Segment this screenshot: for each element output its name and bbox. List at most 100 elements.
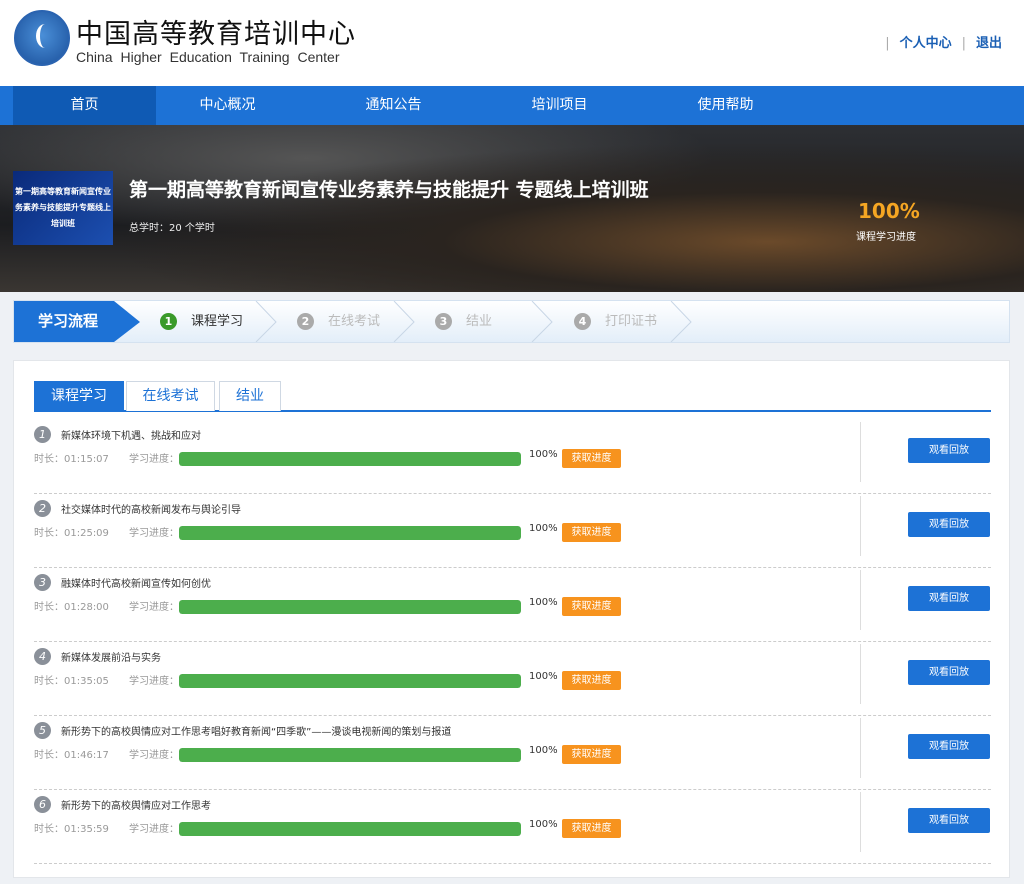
progress-bar bbox=[179, 452, 521, 466]
divider bbox=[860, 644, 861, 704]
chevron-right-icon bbox=[255, 301, 277, 342]
step-certificate[interactable]: 4 打印证书 bbox=[574, 301, 657, 342]
course-number: 4 bbox=[34, 648, 51, 665]
watch-replay-button[interactable]: 观看回放 bbox=[908, 438, 990, 463]
course-duration: 时长：01:35:59 bbox=[34, 824, 109, 835]
step-label: 结业 bbox=[466, 314, 493, 329]
divider bbox=[860, 496, 861, 556]
main-nav: 首页 中心概况 通知公告 培训项目 使用帮助 bbox=[0, 86, 1024, 125]
learning-process: 学习流程 1 课程学习 2 在线考试 3 结业 4 打印证书 bbox=[13, 300, 1010, 343]
chevron-right-icon bbox=[393, 301, 415, 342]
progress-fill bbox=[179, 748, 521, 762]
progress-label: 学习进度： bbox=[129, 602, 179, 613]
course-item-title: 新形势下的高校舆情应对工作思考 bbox=[61, 801, 211, 812]
nav-home[interactable]: 首页 bbox=[13, 86, 156, 125]
progress-bar bbox=[179, 600, 521, 614]
progress-bar bbox=[179, 674, 521, 688]
progress-bar bbox=[179, 822, 521, 836]
step-number: 3 bbox=[435, 313, 452, 330]
progress-percent: 100% bbox=[529, 671, 558, 682]
progress-label: 学习进度： bbox=[129, 824, 179, 835]
logout-link[interactable]: 退出 bbox=[975, 36, 1002, 51]
nav-notices[interactable]: 通知公告 bbox=[365, 97, 422, 113]
watch-replay-button[interactable]: 观看回放 bbox=[908, 734, 990, 759]
brand-name-en: China Higher Education Training Center bbox=[76, 49, 340, 65]
course-banner: 第一期高等教育新闻宣传业务素养与技能提升专题线上培训班 第一期高等教育新闻宣传业… bbox=[0, 125, 1024, 292]
step-course[interactable]: 1 课程学习 bbox=[160, 301, 243, 342]
progress-percent: 100% bbox=[529, 819, 558, 830]
course-row: 5 新形势下的高校舆情应对工作思考唱好教育新闻“四季歌”——漫谈电视新闻的策划与… bbox=[34, 716, 991, 790]
get-progress-button[interactable]: 获取进度 bbox=[562, 523, 621, 542]
course-row: 4 新媒体发展前沿与实务 时长：01:35:05 学习进度： 100% 获取进度… bbox=[34, 642, 991, 716]
watch-replay-button[interactable]: 观看回放 bbox=[908, 512, 990, 537]
progress-percent: 100% bbox=[529, 597, 558, 608]
course-duration: 时长：01:46:17 bbox=[34, 750, 109, 761]
progress-bar bbox=[179, 526, 521, 540]
progress-fill bbox=[179, 526, 521, 540]
divider bbox=[860, 422, 861, 482]
total-hours: 总学时：20 个学时 bbox=[129, 223, 215, 234]
course-title: 第一期高等教育新闻宣传业务素养与技能提升 专题线上培训班 bbox=[129, 179, 649, 201]
course-duration: 时长：01:15:07 bbox=[34, 454, 109, 465]
course-item-title: 新形势下的高校舆情应对工作思考唱好教育新闻“四季歌”——漫谈电视新闻的策划与报道 bbox=[61, 727, 452, 738]
divider bbox=[860, 570, 861, 630]
watch-replay-button[interactable]: 观看回放 bbox=[908, 586, 990, 611]
chevron-right-icon bbox=[670, 301, 692, 342]
get-progress-button[interactable]: 获取进度 bbox=[562, 671, 621, 690]
brand-name-cn: 中国高等教育培训中心 bbox=[76, 19, 356, 50]
course-item-title: 新媒体环境下机遇、挑战和应对 bbox=[61, 431, 201, 442]
course-number: 2 bbox=[34, 500, 51, 517]
step-label: 在线考试 bbox=[328, 314, 381, 329]
course-number: 6 bbox=[34, 796, 51, 813]
get-progress-button[interactable]: 获取进度 bbox=[562, 745, 621, 764]
logo-icon[interactable] bbox=[14, 10, 70, 66]
chevron-right-icon bbox=[531, 301, 553, 342]
progress-label: 学习进度： bbox=[129, 528, 179, 539]
watch-replay-button[interactable]: 观看回放 bbox=[908, 808, 990, 833]
tab-bar: 课程学习 在线考试 结业 bbox=[34, 381, 991, 412]
progress-label: 学习进度： bbox=[129, 454, 179, 465]
progress-percent: 100% bbox=[529, 523, 558, 534]
progress-bar bbox=[179, 748, 521, 762]
get-progress-button[interactable]: 获取进度 bbox=[562, 597, 621, 616]
step-label: 打印证书 bbox=[605, 314, 658, 329]
progress-label: 学习进度： bbox=[129, 750, 179, 761]
nav-programs[interactable]: 培训项目 bbox=[531, 97, 588, 113]
overall-progress: 100% bbox=[858, 199, 920, 223]
course-row: 1 新媒体环境下机遇、挑战和应对 时长：01:15:07 学习进度： 100% … bbox=[34, 420, 991, 494]
progress-fill bbox=[179, 674, 521, 688]
course-item-title: 新媒体发展前沿与实务 bbox=[61, 653, 161, 664]
step-exam[interactable]: 2 在线考试 bbox=[297, 301, 380, 342]
course-duration: 时长：01:25:09 bbox=[34, 528, 109, 539]
divider bbox=[860, 792, 861, 852]
progress-fill bbox=[179, 822, 521, 836]
progress-fill bbox=[179, 452, 521, 466]
course-item-title: 社交媒体时代的高校新闻发布与舆论引导 bbox=[61, 505, 241, 516]
personal-center-link[interactable]: 个人中心 bbox=[899, 36, 952, 51]
step-graduation[interactable]: 3 结业 bbox=[435, 301, 492, 342]
get-progress-button[interactable]: 获取进度 bbox=[562, 819, 621, 838]
progress-percent: 100% bbox=[529, 745, 558, 756]
step-label: 课程学习 bbox=[191, 314, 244, 329]
course-duration: 时长：01:28:00 bbox=[34, 602, 109, 613]
watch-replay-button[interactable]: 观看回放 bbox=[908, 660, 990, 685]
process-heading: 学习流程 bbox=[14, 301, 140, 342]
course-number: 1 bbox=[34, 426, 51, 443]
tab-graduation[interactable]: 结业 bbox=[219, 381, 281, 411]
nav-help[interactable]: 使用帮助 bbox=[697, 97, 754, 113]
progress-label: 学习进度： bbox=[129, 676, 179, 687]
tab-exam[interactable]: 在线考试 bbox=[126, 381, 215, 411]
course-row: 2 社交媒体时代的高校新闻发布与舆论引导 时长：01:25:09 学习进度： 1… bbox=[34, 494, 991, 568]
nav-about[interactable]: 中心概况 bbox=[199, 97, 256, 113]
course-duration: 时长：01:35:05 bbox=[34, 676, 109, 687]
step-number: 4 bbox=[574, 313, 591, 330]
header: 中国高等教育培训中心 China Higher Education Traini… bbox=[0, 0, 1024, 86]
course-item-title: 融媒体时代高校新闻宣传如何创优 bbox=[61, 579, 211, 590]
step-number: 1 bbox=[160, 313, 177, 330]
course-number: 3 bbox=[34, 574, 51, 591]
top-links: | 个人中心 | 退出 bbox=[885, 36, 1002, 51]
tab-course[interactable]: 课程学习 bbox=[34, 381, 124, 411]
course-thumbnail: 第一期高等教育新闻宣传业务素养与技能提升专题线上培训班 bbox=[13, 171, 113, 245]
course-row: 6 新形势下的高校舆情应对工作思考 时长：01:35:59 学习进度： 100%… bbox=[34, 790, 991, 864]
get-progress-button[interactable]: 获取进度 bbox=[562, 449, 621, 468]
